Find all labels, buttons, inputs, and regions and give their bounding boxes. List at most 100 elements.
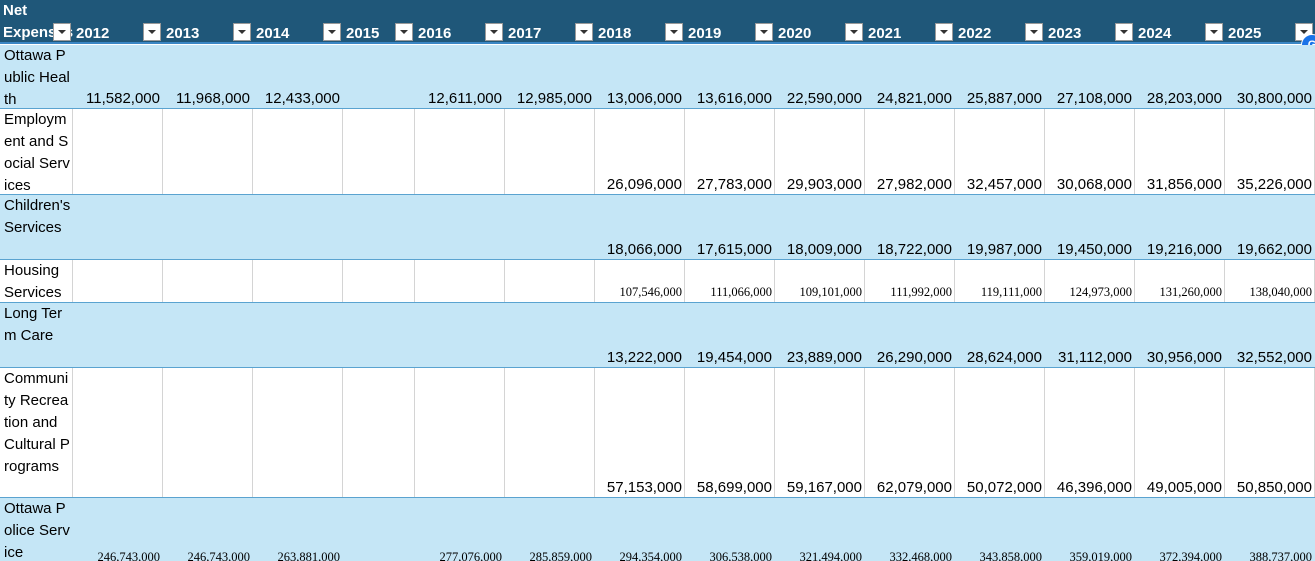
table-cell[interactable]: 294,354,000 bbox=[595, 498, 685, 561]
table-cell[interactable] bbox=[505, 303, 595, 367]
table-cell[interactable] bbox=[343, 195, 415, 259]
table-cell[interactable]: 57,153,000 bbox=[595, 368, 685, 497]
filter-dropdown-button[interactable] bbox=[53, 23, 71, 41]
table-cell[interactable] bbox=[73, 109, 163, 194]
table-cell[interactable]: 22,590,000 bbox=[775, 45, 865, 108]
table-cell[interactable]: 343,858,000 bbox=[955, 498, 1045, 561]
table-cell[interactable]: 13,006,000 bbox=[595, 45, 685, 108]
row-label[interactable]: Ottawa Public Health bbox=[4, 47, 70, 108]
table-cell[interactable] bbox=[163, 109, 253, 194]
table-cell[interactable] bbox=[505, 109, 595, 194]
row-label[interactable]: Long Term Care bbox=[4, 305, 63, 344]
table-cell[interactable]: 111,066,000 bbox=[685, 260, 775, 302]
table-cell[interactable]: 31,112,000 bbox=[1045, 303, 1135, 367]
table-cell[interactable]: 13,222,000 bbox=[595, 303, 685, 367]
table-cell[interactable]: 50,072,000 bbox=[955, 368, 1045, 497]
table-cell[interactable]: 19,216,000 bbox=[1135, 195, 1225, 259]
table-cell[interactable] bbox=[73, 368, 163, 497]
table-cell[interactable] bbox=[505, 195, 595, 259]
table-cell[interactable]: 124,973,000 bbox=[1045, 260, 1135, 302]
table-cell[interactable]: 27,982,000 bbox=[865, 109, 955, 194]
table-cell[interactable] bbox=[253, 368, 343, 497]
table-cell[interactable] bbox=[415, 195, 505, 259]
table-cell[interactable]: 19,987,000 bbox=[955, 195, 1045, 259]
table-cell[interactable] bbox=[415, 260, 505, 302]
table-cell[interactable]: 359,019,000 bbox=[1045, 498, 1135, 561]
row-label[interactable]: Children's Services bbox=[4, 197, 71, 236]
filter-dropdown-button[interactable] bbox=[143, 23, 161, 41]
table-cell[interactable]: 111,992,000 bbox=[865, 260, 955, 302]
table-cell[interactable]: 246,743,000 bbox=[73, 498, 163, 561]
table-cell[interactable] bbox=[73, 195, 163, 259]
table-cell[interactable]: 12,433,000 bbox=[253, 45, 343, 108]
table-cell[interactable]: 46,396,000 bbox=[1045, 368, 1135, 497]
table-cell[interactable]: 27,783,000 bbox=[685, 109, 775, 194]
table-cell[interactable]: 17,615,000 bbox=[685, 195, 775, 259]
filter-dropdown-button[interactable] bbox=[233, 23, 251, 41]
table-cell[interactable] bbox=[163, 303, 253, 367]
table-cell[interactable]: 246,743,000 bbox=[163, 498, 253, 561]
filter-dropdown-button[interactable] bbox=[575, 23, 593, 41]
table-cell[interactable]: 23,889,000 bbox=[775, 303, 865, 367]
table-cell[interactable]: 119,111,000 bbox=[955, 260, 1045, 302]
table-cell[interactable]: 49,005,000 bbox=[1135, 368, 1225, 497]
table-cell[interactable] bbox=[343, 45, 415, 108]
table-cell[interactable] bbox=[253, 109, 343, 194]
table-cell[interactable] bbox=[163, 260, 253, 302]
table-cell[interactable]: 11,582,000 bbox=[73, 45, 163, 108]
table-cell[interactable]: 12,611,000 bbox=[415, 45, 505, 108]
filter-dropdown-button[interactable] bbox=[1115, 23, 1133, 41]
table-cell[interactable]: 18,009,000 bbox=[775, 195, 865, 259]
table-cell[interactable]: 30,956,000 bbox=[1135, 303, 1225, 367]
table-cell[interactable] bbox=[415, 109, 505, 194]
table-cell[interactable]: 26,096,000 bbox=[595, 109, 685, 194]
filter-dropdown-button[interactable] bbox=[935, 23, 953, 41]
row-label[interactable]: Employment and Social Services bbox=[0, 109, 73, 194]
table-cell[interactable] bbox=[343, 260, 415, 302]
table-cell[interactable] bbox=[163, 368, 253, 497]
table-cell[interactable]: 332,468,000 bbox=[865, 498, 955, 561]
table-cell[interactable]: 18,722,000 bbox=[865, 195, 955, 259]
table-cell[interactable] bbox=[415, 303, 505, 367]
table-cell[interactable] bbox=[505, 368, 595, 497]
table-cell[interactable]: 30,800,000 bbox=[1225, 45, 1315, 108]
table-cell[interactable]: 19,450,000 bbox=[1045, 195, 1135, 259]
filter-dropdown-button[interactable] bbox=[755, 23, 773, 41]
table-cell[interactable] bbox=[73, 303, 163, 367]
table-cell[interactable]: 28,203,000 bbox=[1135, 45, 1225, 108]
row-label[interactable]: Ottawa Police Service bbox=[4, 500, 70, 561]
filter-dropdown-button[interactable] bbox=[845, 23, 863, 41]
table-cell[interactable] bbox=[415, 368, 505, 497]
table-cell[interactable]: 27,108,000 bbox=[1045, 45, 1135, 108]
table-cell[interactable]: 277,076,000 bbox=[415, 498, 505, 561]
table-cell[interactable]: 372,394,000 bbox=[1135, 498, 1225, 561]
table-cell[interactable] bbox=[253, 303, 343, 367]
table-cell[interactable]: 19,454,000 bbox=[685, 303, 775, 367]
table-cell[interactable]: 12,985,000 bbox=[505, 45, 595, 108]
table-cell[interactable]: 18,066,000 bbox=[595, 195, 685, 259]
table-cell[interactable]: 13,616,000 bbox=[685, 45, 775, 108]
table-cell[interactable]: 30,068,000 bbox=[1045, 109, 1135, 194]
table-cell[interactable]: 31,856,000 bbox=[1135, 109, 1225, 194]
table-cell[interactable] bbox=[163, 195, 253, 259]
table-cell[interactable]: 138,040,000 bbox=[1225, 260, 1315, 302]
filter-dropdown-button[interactable] bbox=[1205, 23, 1223, 41]
table-cell[interactable] bbox=[343, 303, 415, 367]
table-cell[interactable]: 131,260,000 bbox=[1135, 260, 1225, 302]
filter-dropdown-button[interactable] bbox=[665, 23, 683, 41]
table-cell[interactable]: 58,699,000 bbox=[685, 368, 775, 497]
table-cell[interactable] bbox=[343, 498, 415, 561]
table-cell[interactable]: 50,850,000 bbox=[1225, 368, 1315, 497]
table-cell[interactable]: 388,737,000 bbox=[1225, 498, 1315, 561]
table-cell[interactable]: 25,887,000 bbox=[955, 45, 1045, 108]
table-cell[interactable]: 29,903,000 bbox=[775, 109, 865, 194]
table-cell[interactable]: 107,546,000 bbox=[595, 260, 685, 302]
table-cell[interactable] bbox=[505, 260, 595, 302]
row-label[interactable]: Community Recreation and Cultural Progra… bbox=[0, 368, 73, 497]
table-cell[interactable] bbox=[253, 260, 343, 302]
table-cell[interactable] bbox=[343, 109, 415, 194]
table-cell[interactable] bbox=[343, 368, 415, 497]
table-cell[interactable]: 32,457,000 bbox=[955, 109, 1045, 194]
filter-dropdown-button[interactable] bbox=[485, 23, 503, 41]
table-cell[interactable]: 109,101,000 bbox=[775, 260, 865, 302]
